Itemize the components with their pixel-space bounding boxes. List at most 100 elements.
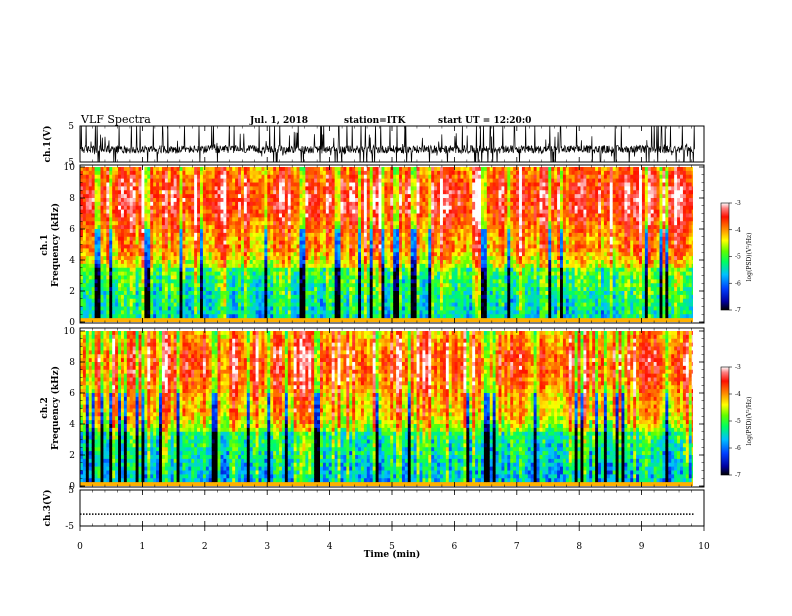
spectrogram-cell: [417, 303, 420, 307]
spectrogram-cell: [218, 206, 221, 210]
spectrogram-cell: [98, 283, 101, 287]
spectrogram-cell: [300, 202, 303, 206]
spectrogram-cell: [422, 260, 425, 264]
spectrogram-cell: [238, 179, 241, 183]
spectrogram-cell: [396, 221, 399, 225]
spectrogram-cell: [244, 283, 247, 287]
spectrogram-cell: [153, 237, 156, 241]
spectrogram-cell: [346, 237, 349, 241]
spectrogram-cell: [308, 241, 311, 245]
spectrogram-cell: [376, 202, 379, 206]
spectrogram-cell: [314, 279, 317, 283]
spectrogram-cell: [425, 202, 428, 206]
spectrogram-cell: [417, 171, 420, 175]
spectrogram-cell: [411, 202, 414, 206]
spectrogram-cell: [420, 314, 423, 318]
spectrogram-cell: [264, 299, 267, 303]
spectrogram-cell: [273, 175, 276, 179]
spectrogram-cell: [370, 264, 373, 268]
spectrogram-cell: [159, 167, 162, 171]
spectrogram-cell: [218, 260, 221, 264]
spectrogram-cell: [220, 318, 223, 322]
spectrogram-cell: [215, 194, 218, 198]
spectrogram-cell: [185, 260, 188, 264]
spectrogram-cell: [124, 318, 127, 322]
spectrogram-cell: [358, 264, 361, 268]
spectrogram-cell: [425, 237, 428, 241]
spectrogram-cell: [168, 237, 171, 241]
spectrogram-cell: [384, 272, 387, 276]
spectrogram-cell: [194, 190, 197, 194]
spectrogram-cell: [139, 175, 142, 179]
spectrogram-cell: [291, 179, 294, 183]
spectrogram-cell: [425, 276, 428, 280]
spectrogram-cell: [387, 217, 390, 221]
spectrogram-cell: [411, 233, 414, 237]
spectrogram-cell: [103, 233, 106, 237]
spectrogram-cell: [86, 260, 89, 264]
spectrogram-cell: [156, 229, 159, 233]
spectrogram-cell: [308, 268, 311, 272]
spectrogram-cell: [168, 291, 171, 295]
spectrogram-cell: [329, 303, 332, 307]
spectrogram-cell: [247, 217, 250, 221]
spectrogram-cell: [282, 206, 285, 210]
spectrogram-cell: [343, 229, 346, 233]
spectrogram-cell: [343, 256, 346, 260]
spectrogram-cell: [384, 291, 387, 295]
spectrogram-cell: [83, 264, 86, 268]
spectrogram-cell: [434, 225, 437, 229]
spectrogram-cell: [443, 175, 446, 179]
spectrogram-cell: [174, 279, 177, 283]
spectrogram-cell: [273, 272, 276, 276]
spectrogram-cell: [121, 229, 124, 233]
spectrogram-cell: [153, 194, 156, 198]
spectrogram-cell: [174, 206, 177, 210]
spectrogram-cell: [218, 167, 221, 171]
spectrogram-cell: [206, 202, 209, 206]
spectrogram-cell: [250, 183, 253, 187]
spectrogram-cell: [191, 179, 194, 183]
spectrogram-cell: [180, 268, 183, 272]
spectrogram-cell: [390, 264, 393, 268]
spectrogram-cell: [297, 248, 300, 252]
spectrogram-cell: [420, 264, 423, 268]
spectrogram-cell: [95, 217, 98, 221]
spectrogram-cell: [340, 307, 343, 311]
spectrogram-cell: [390, 307, 393, 311]
spectrogram-cell: [420, 167, 423, 171]
spectrogram-cell: [320, 233, 323, 237]
spectrogram-cell: [396, 279, 399, 283]
spectrogram-cell: [139, 283, 142, 287]
spectrogram-cell: [165, 291, 168, 295]
spectrogram-cell: [141, 318, 144, 322]
spectrogram-cell: [247, 260, 250, 264]
spectrogram-cell: [98, 206, 101, 210]
spectrogram-cell: [411, 283, 414, 287]
spectrogram-cell: [425, 287, 428, 291]
spectrogram-cell: [346, 303, 349, 307]
spectrogram-cell: [414, 217, 417, 221]
spectrogram-cell: [238, 167, 241, 171]
spectrogram-cell: [212, 217, 215, 221]
spectrogram-cell: [162, 186, 165, 190]
spectrogram-cell: [253, 260, 256, 264]
spectrogram-cell: [150, 318, 153, 322]
spectrogram-cell: [235, 241, 238, 245]
spectrogram-cell: [153, 248, 156, 252]
spectrogram-cell: [437, 229, 440, 233]
spectrogram-cell: [212, 279, 215, 283]
spectrogram-cell: [335, 299, 338, 303]
spectrogram-cell: [153, 295, 156, 299]
spectrogram-cell: [314, 229, 317, 233]
spectrogram-cell: [188, 186, 191, 190]
spectrogram-cell: [443, 210, 446, 214]
spectrogram-cell: [171, 233, 174, 237]
spectrogram-cell: [124, 183, 127, 187]
spectrogram-cell: [103, 291, 106, 295]
spectrogram-cell: [188, 272, 191, 276]
spectrogram-cell: [373, 202, 376, 206]
spectrogram-cell: [147, 287, 150, 291]
spectrogram-cell: [273, 307, 276, 311]
spectrogram-cell: [302, 221, 305, 225]
